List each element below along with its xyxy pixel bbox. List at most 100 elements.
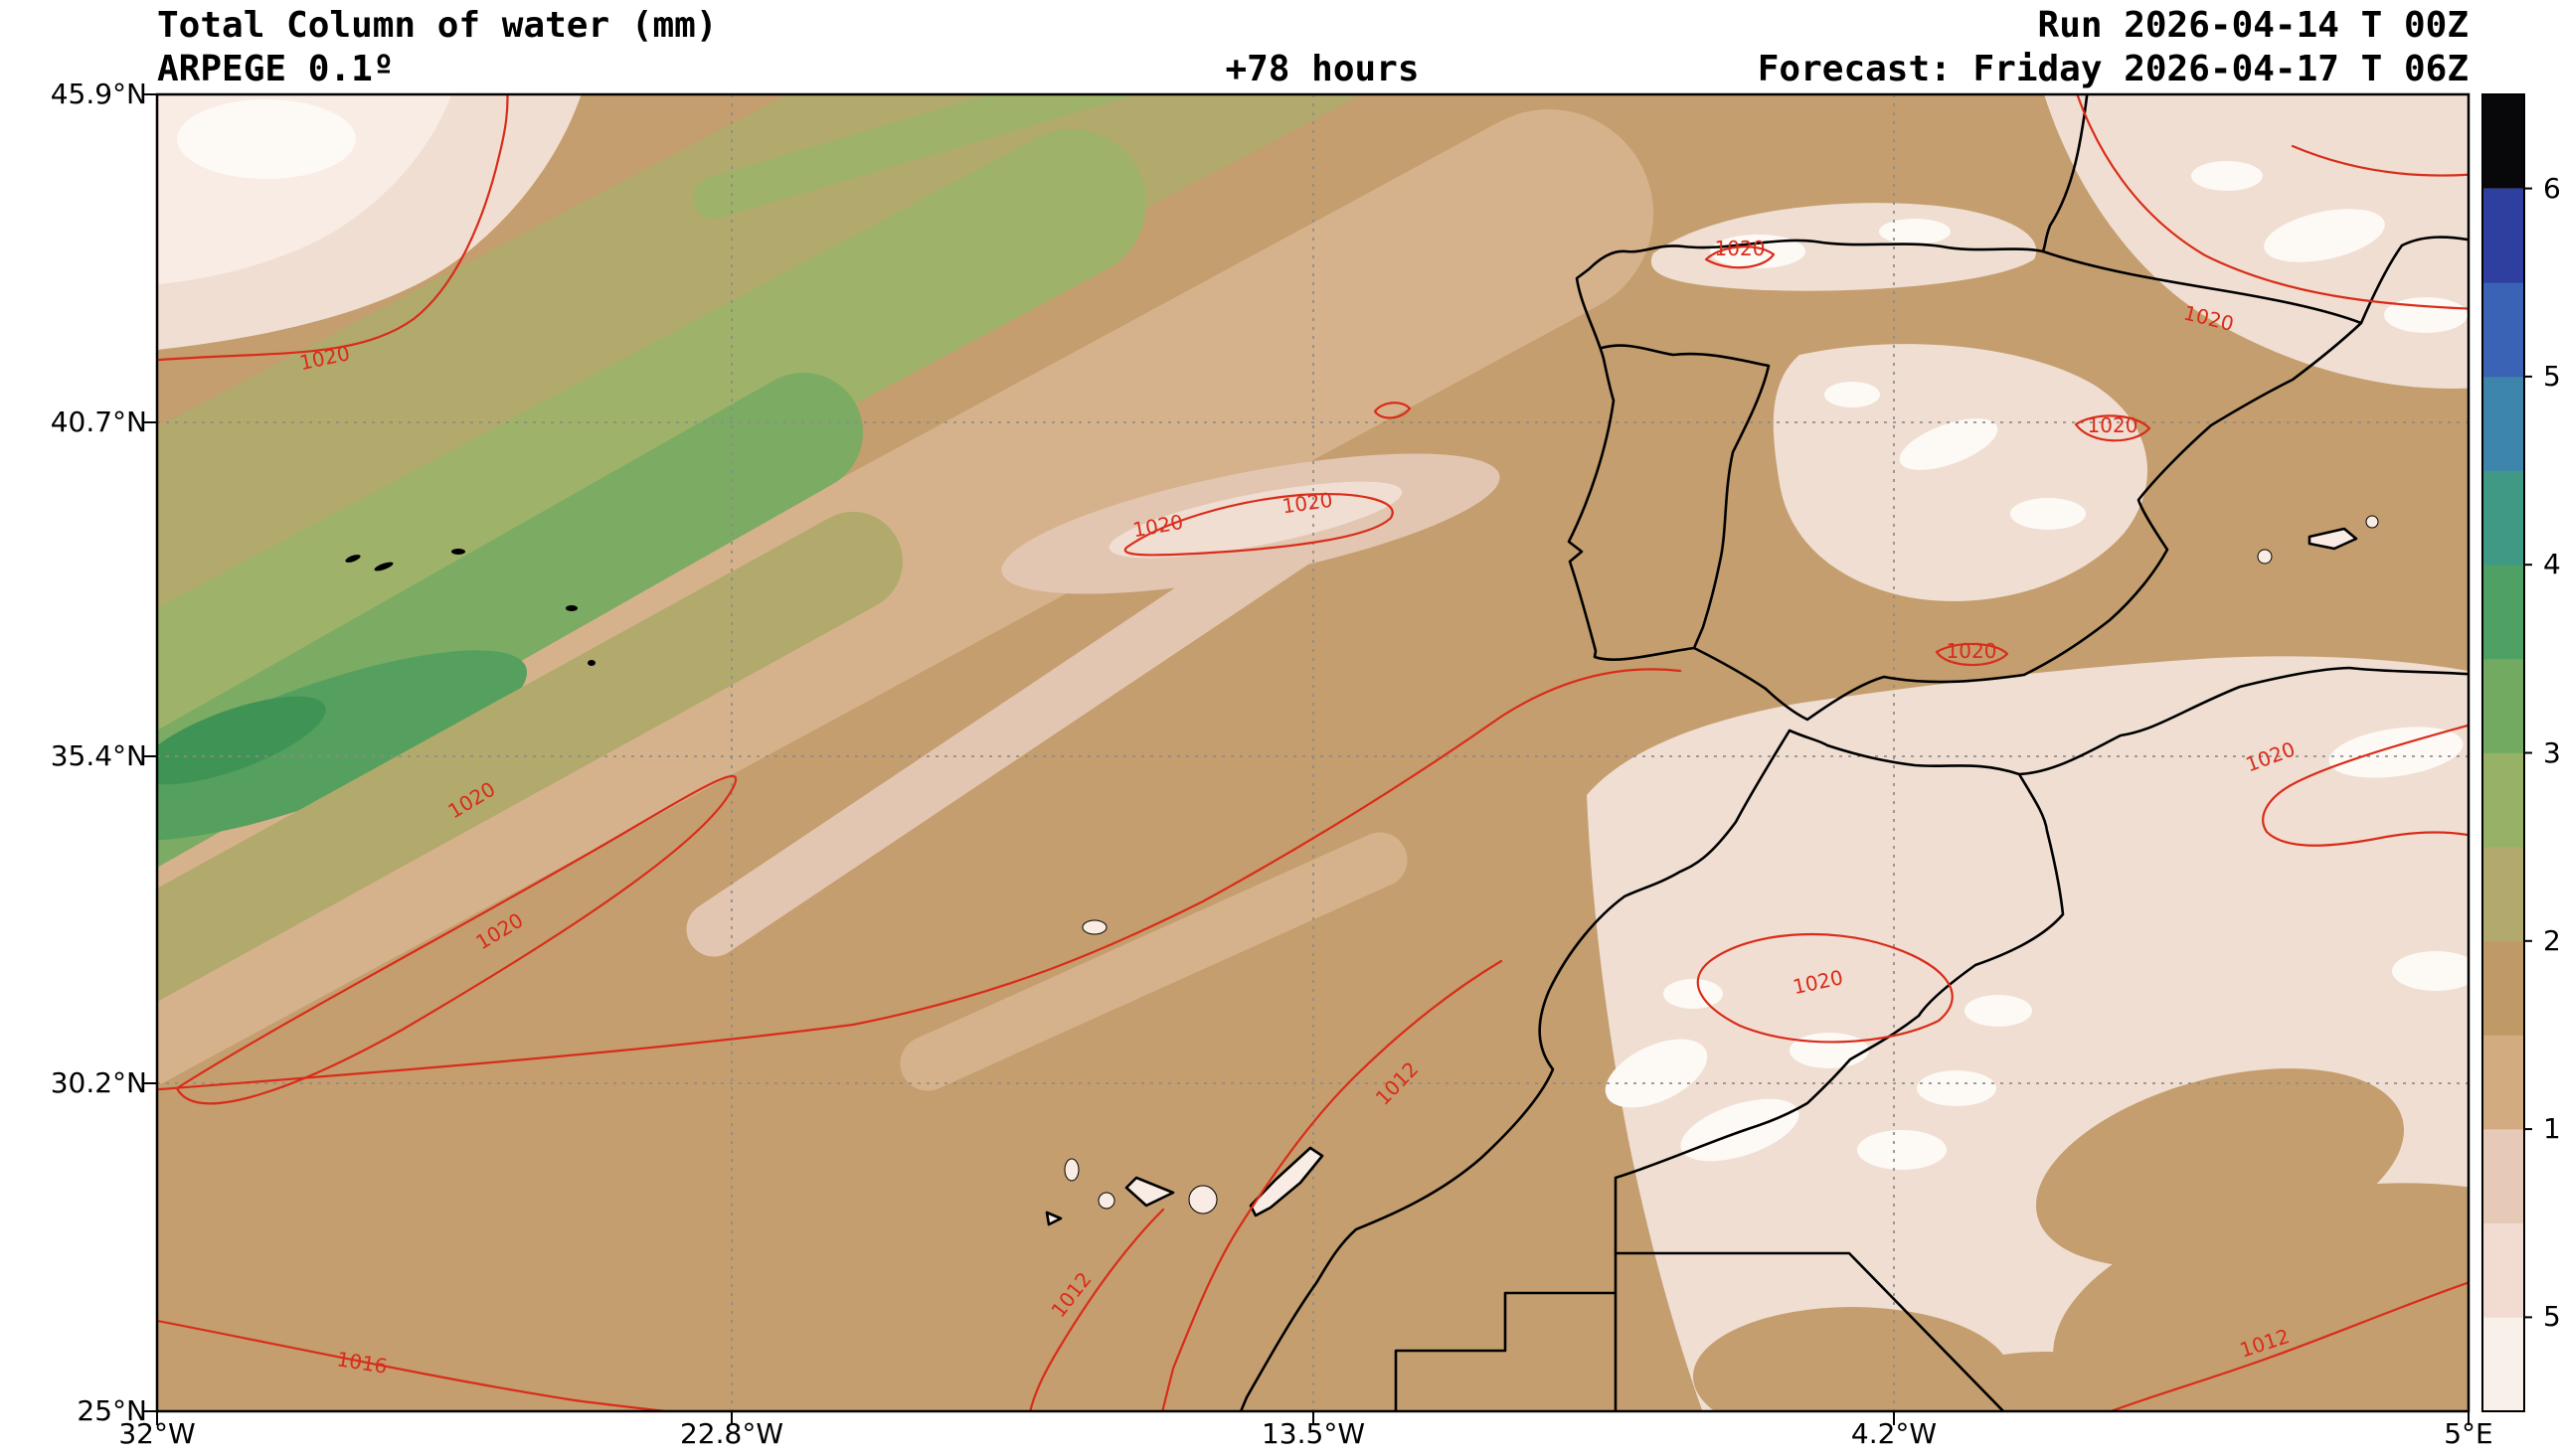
forecast-label: Forecast: Friday 2026-04-17 T 06Z (1757, 49, 2469, 89)
colorbar-tick-label: 55 (2543, 360, 2560, 393)
isobar-1020 (157, 668, 1682, 1091)
colorbar-band (2482, 376, 2524, 471)
lat-tick-label: 30.2°N (50, 1066, 147, 1099)
graticule (157, 94, 2469, 1411)
moist-band-green (693, 94, 1137, 219)
azores-island (451, 549, 465, 555)
colorbar-tick-label: 65 (2543, 172, 2560, 205)
isobar-label: 1020 (2088, 413, 2138, 437)
dry-patch (1663, 979, 1723, 1009)
dry-patch (2392, 951, 2469, 991)
isobar-1020 (1123, 493, 1394, 557)
colorbar-band (2482, 470, 2524, 566)
dry-patch (1605, 1039, 1708, 1108)
isobar-1020 (2291, 144, 2469, 177)
colorbar-bands (2482, 94, 2524, 1412)
dry-patch (2191, 161, 2263, 191)
model-label: ARPEGE 0.1º (157, 49, 395, 89)
colorbar-band (2482, 752, 2524, 848)
colorbar-band (2482, 1129, 2524, 1224)
moisture-shading (157, 94, 2469, 1411)
moist-band-olive (157, 512, 903, 1002)
lead-time-label: +78 hours (1225, 49, 1420, 89)
dry-patch (1790, 1033, 1869, 1068)
dry-patch (2384, 297, 2468, 333)
colorbar-tick-label: 25 (2543, 924, 2560, 957)
isobar-1020 (1704, 245, 1776, 269)
dry-patch (1899, 418, 1998, 470)
dry-patch (1857, 1130, 1947, 1170)
dry-patch (1680, 1098, 1799, 1162)
balearic-island (2257, 549, 2273, 565)
colorbar-tick-label: 45 (2543, 548, 2560, 580)
canary-island (1064, 1158, 1080, 1182)
isobar-1020 (1373, 402, 1412, 419)
colorbar-tick-label: 15 (2543, 1112, 2560, 1145)
dry-band (900, 832, 1408, 1091)
balearic-island (2307, 527, 2358, 551)
chart-title: Total Column of water (mm) (157, 5, 718, 46)
dry-patch (1710, 235, 1805, 268)
colorbar-band (2482, 1035, 2524, 1130)
canary-island (1249, 1146, 1324, 1217)
africa-coastline (1239, 666, 2469, 1411)
iberia-france-coastline (1567, 94, 2469, 722)
colorbar-band (2482, 1317, 2524, 1412)
colorbar-band (2482, 1222, 2524, 1318)
azores-island (345, 555, 361, 563)
dry-patch (1879, 219, 1951, 244)
dry-patch (1824, 382, 1880, 407)
isobar-1012 (1161, 959, 1503, 1411)
dry-patch (177, 99, 356, 179)
isobar-1020 (1935, 642, 2009, 667)
isobar-label: 1020 (1947, 639, 1997, 663)
azores-island (588, 660, 596, 666)
dry-patch (1964, 995, 2032, 1027)
balearic-island (2365, 515, 2379, 529)
dry-patch (2328, 727, 2464, 778)
isobar-1020 (157, 94, 509, 362)
isobar-1020 (1696, 932, 1954, 1044)
moist-core (157, 696, 326, 785)
moist-band-green (157, 129, 1146, 777)
morocco-algeria-border (1614, 772, 2065, 1411)
moist-band-olive (590, 94, 1354, 308)
colorbar-tick-marks (2524, 187, 2532, 1319)
portugal-spain-border (1600, 344, 1771, 650)
isobar-1020 (2076, 94, 2469, 310)
isobar-1020 (175, 774, 738, 1105)
sahara-borders (1614, 1251, 2005, 1411)
canary-island (1124, 1176, 1175, 1208)
colorbar-band (2482, 188, 2524, 283)
lat-tick-label: 40.7°N (50, 405, 147, 438)
dry-patch (2264, 209, 2385, 262)
colorbar-band (2482, 847, 2524, 942)
lat-tick-label: 45.9°N (50, 78, 147, 110)
sahara-borders (1394, 1291, 1618, 1411)
colorbar-tick-label: 5 (2543, 1300, 2560, 1333)
colorbar (2481, 93, 2540, 1412)
isobar-1020 (2074, 414, 2151, 442)
map-canvas: 1020 1020 1020 1020 1020 1020 1020 1020 … (143, 92, 2471, 1425)
dry-patch (2010, 498, 2086, 530)
colorbar-band (2482, 940, 2524, 1036)
lat-tick-label: 35.4°N (50, 739, 147, 772)
madeira-island (1082, 919, 1108, 935)
dry-patch (1109, 481, 1403, 559)
tan-patch (1927, 1352, 2165, 1411)
colorbar-tick-label: 35 (2543, 736, 2560, 769)
tan-patch (2036, 1068, 2404, 1267)
isobar-label: 1020 (1715, 237, 1766, 260)
canary-island (1188, 1185, 1218, 1214)
canary-island (1045, 1211, 1063, 1226)
dry-patch (1773, 344, 2147, 601)
dry-patch (1917, 1070, 1996, 1106)
coastlines-borders (345, 94, 2469, 1411)
run-label: Run 2026-04-14 T 00Z (2037, 5, 2469, 46)
colorbar-band (2482, 282, 2524, 378)
colorbar-band (2482, 565, 2524, 660)
axis-ticks (143, 93, 2470, 1425)
moist-core (157, 650, 528, 841)
azores-island (566, 605, 578, 611)
isobar-1020 (2262, 724, 2469, 847)
